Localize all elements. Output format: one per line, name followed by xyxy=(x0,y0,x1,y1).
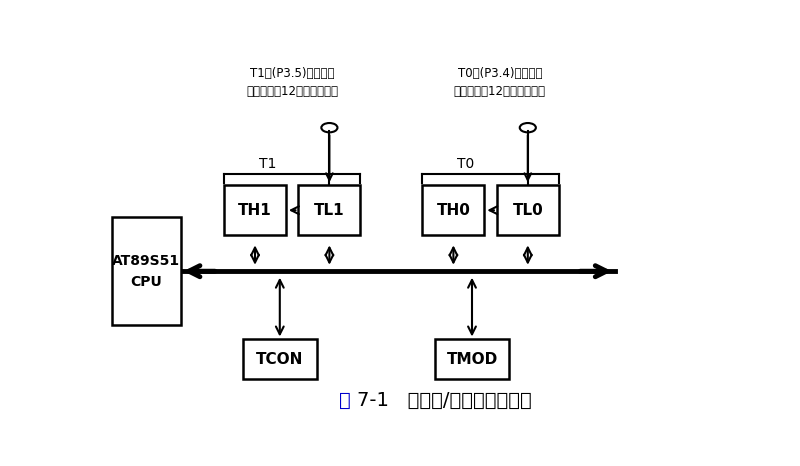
Text: TL0: TL0 xyxy=(513,203,543,218)
Text: 图: 图 xyxy=(338,391,350,410)
Text: TCON: TCON xyxy=(256,352,303,367)
Text: AT89S51
CPU: AT89S51 CPU xyxy=(113,254,181,288)
Text: TH0: TH0 xyxy=(437,203,470,218)
Text: T1脚(P3.5)外部脉冲
或系统时钟12分频内部脉冲: T1脚(P3.5)外部脉冲 或系统时钟12分频内部脉冲 xyxy=(246,67,338,98)
Bar xyxy=(298,185,360,235)
Bar xyxy=(422,185,485,235)
Text: 7-1   定时器/计数器结构框图: 7-1 定时器/计数器结构框图 xyxy=(358,391,532,410)
Text: T0: T0 xyxy=(457,157,474,171)
Bar xyxy=(497,185,558,235)
Text: T0脚(P3.4)外部脉冲
或系统时钟12分频内部脉冲: T0脚(P3.4)外部脉冲 或系统时钟12分频内部脉冲 xyxy=(454,67,546,98)
Text: TH1: TH1 xyxy=(238,203,272,218)
Bar xyxy=(242,339,317,379)
Text: T1: T1 xyxy=(258,157,276,171)
Bar xyxy=(224,185,286,235)
Text: TL1: TL1 xyxy=(314,203,345,218)
Bar xyxy=(112,217,181,325)
Text: TMOD: TMOD xyxy=(446,352,498,367)
Bar xyxy=(435,339,509,379)
